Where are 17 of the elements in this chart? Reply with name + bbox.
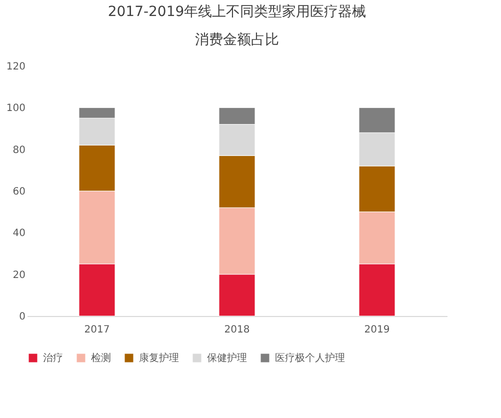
legend-label: 医疗极个人护理 — [275, 352, 345, 364]
y-tick-label: 120 — [6, 62, 26, 72]
legend-label: 保健护理 — [207, 352, 247, 364]
legend-label: 康复护理 — [139, 352, 179, 364]
y-tick-label: 60 — [12, 186, 26, 198]
y-tick-label: 100 — [6, 103, 26, 114]
legend-label: 检测 — [91, 352, 111, 364]
y-tick-label: 80 — [12, 144, 26, 156]
y-tick-label: 0 — [19, 312, 26, 322]
chart-title: 2017-2019年线上不同类型家用医疗器械 — [108, 4, 366, 20]
legend-label: 治疗 — [43, 352, 63, 364]
y-tick-label: 40 — [12, 228, 26, 240]
x-tick-label: 2019 — [364, 324, 390, 336]
chart-subtitle: 消费金额占比 — [195, 32, 279, 48]
x-tick-label: 2017 — [84, 324, 110, 336]
x-tick-label: 2018 — [224, 324, 250, 336]
y-tick-label: 20 — [12, 270, 26, 281]
